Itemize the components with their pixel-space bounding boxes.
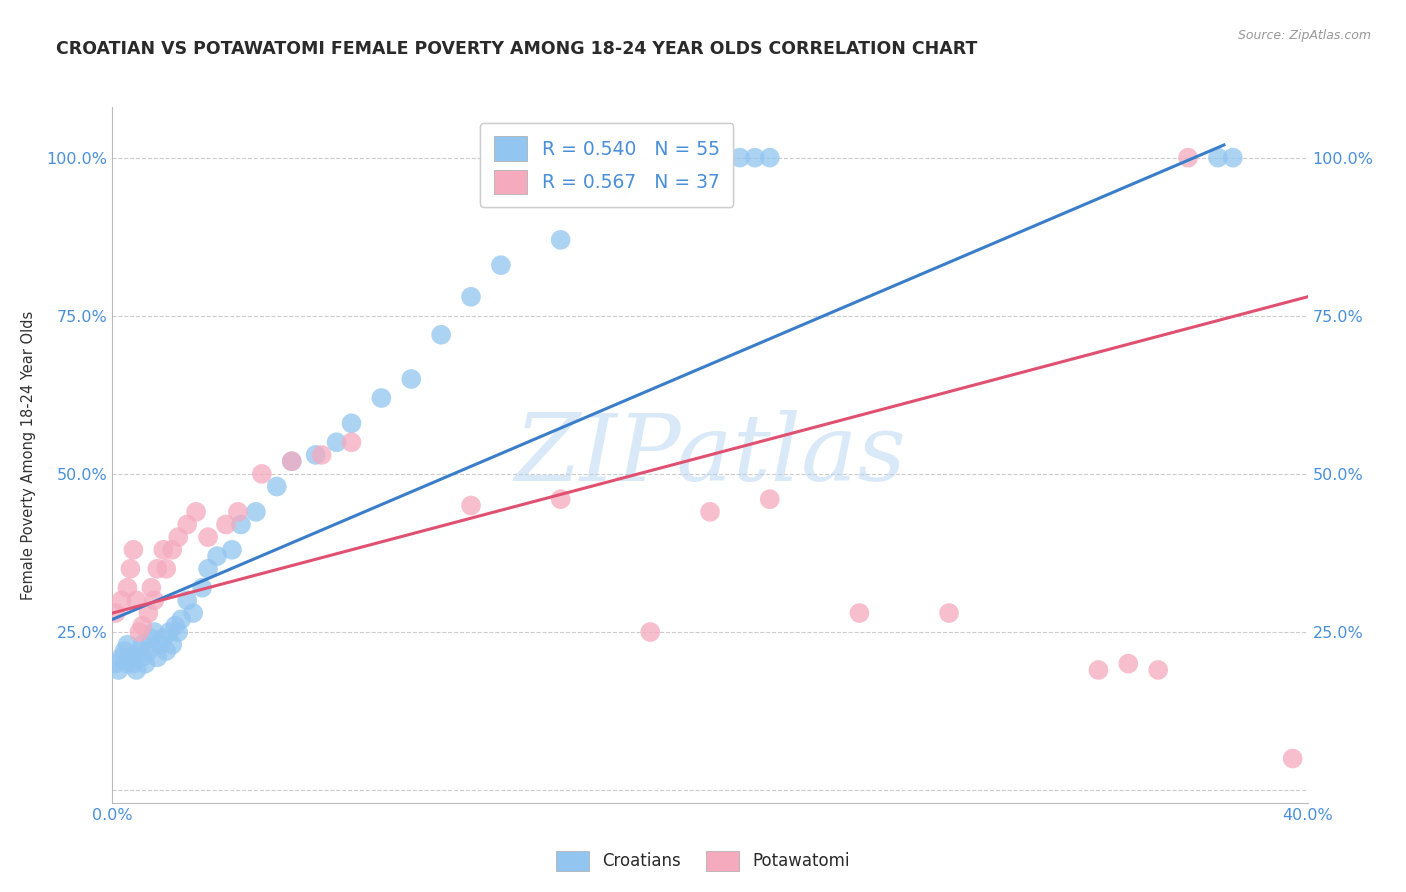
Point: [250, 467, 273, 481]
Point: [170, 612, 193, 626]
Point: [550, 492, 572, 507]
Point: [167, 530, 190, 544]
Point: [120, 562, 142, 576]
Point: [1147, 663, 1170, 677]
Point: [152, 632, 174, 646]
Point: [197, 562, 219, 576]
Legend: R = 0.540   N = 55, R = 0.567   N = 37: R = 0.540 N = 55, R = 0.567 N = 37: [481, 123, 734, 207]
Point: [1177, 151, 1199, 165]
Point: [167, 625, 190, 640]
Point: [122, 657, 145, 671]
Point: [759, 151, 782, 165]
Point: [128, 644, 150, 658]
Point: [138, 606, 160, 620]
Point: [155, 562, 177, 576]
Point: [117, 581, 139, 595]
Point: [325, 435, 347, 450]
Point: [131, 650, 153, 665]
Point: [186, 505, 208, 519]
Point: [401, 372, 423, 386]
Point: [430, 327, 453, 342]
Point: [683, 151, 706, 165]
Point: [205, 549, 228, 563]
Point: [120, 650, 142, 665]
Point: [107, 663, 129, 677]
Point: [669, 151, 692, 165]
Point: [110, 650, 132, 665]
Point: [245, 505, 267, 519]
Point: [226, 505, 249, 519]
Legend: Croatians, Potawatomi: Croatians, Potawatomi: [547, 842, 859, 880]
Point: [157, 625, 180, 640]
Point: [117, 657, 139, 671]
Point: [110, 593, 132, 607]
Point: [1281, 751, 1303, 765]
Point: [117, 638, 139, 652]
Point: [162, 638, 183, 652]
Point: [1206, 151, 1229, 165]
Point: [550, 233, 572, 247]
Point: [181, 606, 204, 620]
Point: [143, 593, 166, 607]
Point: [197, 530, 219, 544]
Point: [640, 625, 662, 640]
Text: CROATIAN VS POTAWATOMI FEMALE POVERTY AMONG 18-24 YEAR OLDS CORRELATION CHART: CROATIAN VS POTAWATOMI FEMALE POVERTY AM…: [56, 40, 977, 58]
Point: [134, 657, 156, 671]
Point: [848, 606, 870, 620]
Point: [340, 435, 363, 450]
Point: [128, 625, 150, 640]
Point: [1222, 151, 1244, 165]
Point: [149, 638, 172, 652]
Point: [744, 151, 766, 165]
Point: [146, 650, 169, 665]
Point: [1087, 663, 1109, 677]
Point: [1118, 657, 1140, 671]
Point: [728, 151, 751, 165]
Text: Source: ZipAtlas.com: Source: ZipAtlas.com: [1237, 29, 1371, 42]
Point: [609, 182, 631, 196]
Point: [699, 151, 721, 165]
Y-axis label: Female Poverty Among 18-24 Year Olds: Female Poverty Among 18-24 Year Olds: [21, 310, 35, 599]
Point: [311, 448, 333, 462]
Point: [146, 562, 169, 576]
Point: [114, 644, 135, 658]
Point: [714, 151, 737, 165]
Point: [370, 391, 392, 405]
Point: [460, 499, 482, 513]
Point: [699, 505, 721, 519]
Point: [141, 581, 163, 595]
Point: [699, 151, 721, 165]
Point: [138, 644, 160, 658]
Point: [759, 492, 782, 507]
Point: [176, 593, 198, 607]
Point: [131, 638, 153, 652]
Point: [340, 417, 363, 431]
Point: [141, 632, 163, 646]
Point: [125, 663, 148, 677]
Point: [131, 618, 153, 632]
Point: [155, 644, 177, 658]
Point: [125, 593, 148, 607]
Point: [281, 454, 304, 468]
Point: [489, 258, 512, 272]
Point: [176, 517, 198, 532]
Point: [191, 581, 214, 595]
Point: [221, 542, 243, 557]
Point: [122, 542, 145, 557]
Point: [460, 290, 482, 304]
Point: [162, 542, 183, 557]
Point: [281, 454, 304, 468]
Point: [215, 517, 238, 532]
Point: [143, 625, 166, 640]
Point: [104, 606, 127, 620]
Point: [229, 517, 252, 532]
Point: [266, 479, 288, 493]
Point: [104, 657, 127, 671]
Point: [938, 606, 960, 620]
Point: [152, 542, 174, 557]
Point: [165, 618, 187, 632]
Point: [305, 448, 328, 462]
Text: ZIPatlas: ZIPatlas: [515, 410, 905, 500]
